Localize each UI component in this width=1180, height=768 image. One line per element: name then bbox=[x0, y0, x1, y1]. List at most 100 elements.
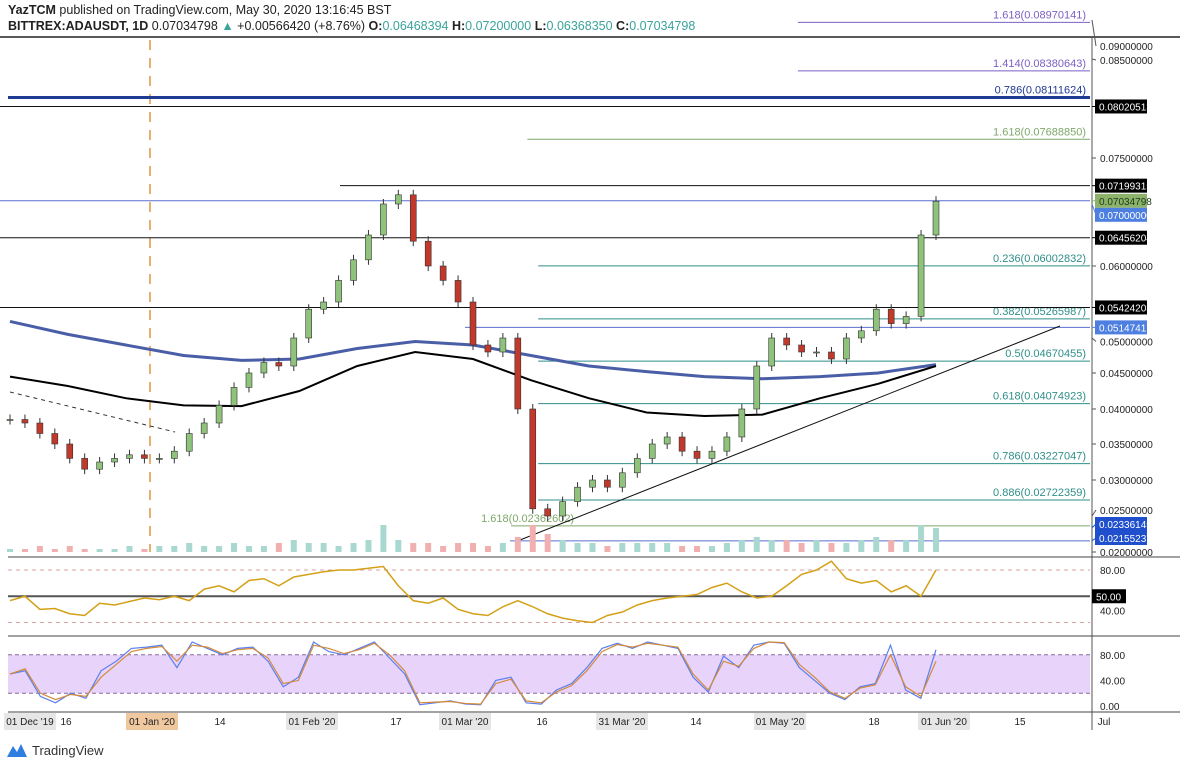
x-tick-label: 01 May '20 bbox=[756, 717, 805, 728]
fib-level-label: 1.414(0.08380643) bbox=[993, 58, 1086, 70]
volume-bar bbox=[36, 546, 43, 552]
volume-bar bbox=[694, 546, 701, 552]
volume-bar bbox=[305, 543, 312, 552]
price-tag bbox=[1095, 178, 1147, 193]
volume-bar bbox=[51, 549, 58, 552]
x-tick-bg bbox=[918, 713, 970, 730]
x-tick-label: 18 bbox=[868, 717, 880, 728]
y-tick-label: 0.08500000 bbox=[1100, 56, 1153, 67]
candle bbox=[678, 436, 686, 452]
price-tag bbox=[1095, 193, 1147, 208]
volume-bar bbox=[470, 543, 476, 552]
candle bbox=[604, 479, 611, 488]
candle bbox=[51, 433, 59, 445]
candle bbox=[469, 301, 477, 346]
fib-level-label: 0.786(0.03227047) bbox=[993, 451, 1086, 463]
x-tick-label: 01 Dec '19 bbox=[6, 717, 54, 728]
price-tag-label: 0.07199315 bbox=[1099, 182, 1152, 193]
y-tick-label: 0.03000000 bbox=[1100, 476, 1153, 487]
candle bbox=[260, 362, 268, 374]
volume-bar bbox=[499, 543, 506, 552]
x-tick-label: 01 Jun '20 bbox=[921, 717, 967, 728]
low-label: L: bbox=[534, 19, 547, 33]
rsi-tick-label: 80.00 bbox=[1100, 566, 1125, 577]
candle bbox=[305, 308, 313, 339]
rsi-line bbox=[9, 560, 937, 624]
candle bbox=[395, 194, 402, 205]
candle bbox=[66, 443, 74, 459]
stoch-tick-label: 80.00 bbox=[1100, 651, 1125, 662]
candle bbox=[96, 461, 103, 470]
volume-bar bbox=[66, 546, 73, 552]
candle bbox=[6, 419, 14, 421]
volume-bar bbox=[380, 525, 387, 552]
candle bbox=[499, 337, 507, 353]
volume-bar bbox=[186, 543, 193, 552]
rsi-tick-label: 40.00 bbox=[1100, 606, 1125, 617]
x-tick-bg bbox=[126, 713, 178, 730]
candle bbox=[81, 458, 88, 470]
x-tick-label: 01 Mar '20 bbox=[442, 717, 489, 728]
volume-bar bbox=[529, 525, 536, 552]
x-tick-label: 31 Mar '20 bbox=[599, 717, 646, 728]
candle bbox=[708, 450, 716, 459]
publish-info: YazTCM published on TradingView.com, May… bbox=[8, 3, 391, 17]
candle bbox=[454, 280, 462, 303]
fib-level-label: 0.5(0.04670455) bbox=[1005, 348, 1086, 360]
x-tick-label: 17 bbox=[390, 717, 402, 728]
volume-bar bbox=[231, 543, 238, 552]
price-tag-label: 0.05147417 bbox=[1099, 323, 1152, 334]
x-tick-bg bbox=[4, 713, 56, 730]
volume-bar bbox=[395, 540, 402, 552]
tradingview-logo[interactable]: TradingView bbox=[6, 742, 104, 758]
price-tag-label: 0.02336145 bbox=[1099, 520, 1152, 531]
volume-bar bbox=[290, 540, 297, 552]
candle bbox=[753, 365, 761, 410]
price-tag-label: 0.06456204 bbox=[1099, 234, 1152, 245]
open-label: O: bbox=[368, 19, 383, 33]
candle bbox=[320, 301, 327, 310]
symbol-info: BITTREX:ADAUSDT, 1D 0.07034798 ▲ +0.0056… bbox=[8, 19, 695, 33]
volume-bar bbox=[514, 537, 521, 552]
candle bbox=[215, 405, 223, 424]
candle bbox=[484, 344, 492, 353]
y-tick-label: 0.02500000 bbox=[1100, 506, 1153, 517]
volume-bar bbox=[768, 540, 775, 552]
author: YazTCM bbox=[8, 3, 56, 17]
trendline bbox=[519, 325, 1061, 541]
volume-bar bbox=[275, 543, 282, 552]
volume-bar bbox=[783, 540, 790, 552]
candle bbox=[723, 436, 731, 452]
close-value: 0.07034798 bbox=[629, 19, 696, 33]
candle bbox=[783, 337, 790, 346]
price-tag bbox=[1095, 230, 1147, 245]
volume-bar bbox=[738, 540, 745, 552]
y-tick bbox=[1091, 58, 1097, 61]
candle bbox=[932, 200, 940, 236]
price-tag bbox=[1095, 99, 1147, 114]
price-tag bbox=[1095, 531, 1147, 545]
volume-bar bbox=[903, 540, 910, 552]
x-tick-label: 15 bbox=[1014, 717, 1026, 728]
volume-bar bbox=[7, 549, 13, 552]
price-tag-label: 0.07034798 bbox=[1099, 197, 1152, 208]
x-tick-bg bbox=[754, 713, 806, 730]
dashed-trendline bbox=[9, 391, 176, 433]
candle bbox=[424, 240, 432, 267]
volume-bar bbox=[21, 549, 28, 552]
price-chart[interactable]: 1.618(0.08970141) 1.414(0.08380643) 0.786(… bbox=[0, 0, 1180, 740]
high-label: H: bbox=[451, 19, 466, 33]
volume-bar bbox=[484, 546, 491, 552]
up-arrow-icon: ▲ bbox=[221, 19, 234, 33]
price-tag-label: 0.07000000 bbox=[1099, 211, 1152, 222]
volume-bar bbox=[619, 543, 626, 552]
brand-name: TradingView bbox=[32, 742, 104, 758]
candle bbox=[529, 408, 537, 510]
candle bbox=[887, 308, 895, 324]
volume-bar bbox=[365, 540, 372, 552]
price-tag bbox=[1095, 300, 1147, 315]
volume-bar bbox=[888, 540, 895, 552]
volume-bar bbox=[918, 525, 925, 552]
candle bbox=[200, 422, 208, 434]
volume-bar bbox=[574, 543, 581, 552]
